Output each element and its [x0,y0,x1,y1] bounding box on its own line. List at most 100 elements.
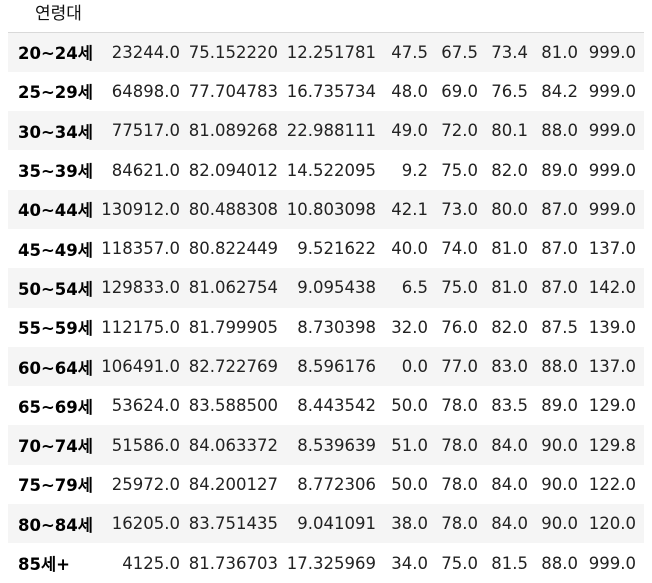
row-index-label: 70~74세 [18,437,93,457]
table-cell: 999.0 [588,160,636,180]
table-row: 85세+ 4125.0 81.736703 17.325969 34.0 75.… [8,543,644,583]
table-cell: 73.0 [441,199,478,219]
table-cell: 53624.0 [111,396,180,416]
table-cell: 73.4 [486,31,536,72]
table-cell: 17.325969 [286,553,376,573]
table-cell: 84621.0 [111,160,180,180]
dataframe-table: 20~24세 23244.0 75.152220 12.251781 47.5 … [8,31,644,583]
table-cell: 80.1 [491,121,528,141]
index-name-header: 연령대 [35,4,82,24]
table-cell: 74.0 [441,239,478,259]
table-cell: 129.0 [588,396,636,416]
table-cell: 142.0 [588,278,636,298]
table-cell: 81.799905 [188,317,278,337]
table-cell: 8.596176 [297,357,376,377]
table-cell: 84.0 [491,435,528,455]
table-cell: 51.0 [391,435,428,455]
table-cell: 80.488308 [188,199,278,219]
table-cell: 32.0 [391,317,428,337]
table-cell: 64898.0 [111,81,180,101]
table-row: 75~79세 25972.0 84.200127 8.772306 50.0 7… [8,464,644,505]
row-index-label: 30~34세 [18,122,93,142]
table-cell: 80.0 [491,199,528,219]
table-cell: 106491.0 [101,357,180,377]
row-index-label: 35~39세 [18,162,93,182]
table-row: 65~69세 53624.0 83.588500 8.443542 50.0 7… [8,386,644,426]
table-cell: 81.0 [491,239,528,259]
table-cell: 999.0 [588,121,636,141]
table-cell: 84.2 [541,81,578,101]
row-index-label: 50~54세 [18,279,93,299]
table-cell: 88.0 [541,357,578,377]
table-cell: 139.0 [588,317,636,337]
table-cell: 118357.0 [101,239,180,259]
table-cell: 81.5 [491,553,528,573]
table-cell: 75.0 [441,160,478,180]
table-cell: 84.0 [491,474,528,494]
table-cell: 129.8 [588,435,636,455]
table-cell: 49.0 [391,121,428,141]
table-cell: 89.0 [541,396,578,416]
table-cell: 8.443542 [297,396,376,416]
table-cell: 137.0 [588,239,636,259]
row-index-label: 40~44세 [18,201,93,221]
table-cell: 81.0 [491,278,528,298]
table-cell: 8.539639 [297,435,376,455]
table-cell: 76.5 [491,81,528,101]
table-cell: 82.722769 [188,357,278,377]
table-cell: 10.803098 [286,199,376,219]
table-cell: 75.0 [441,278,478,298]
table-cell: 8.730398 [297,317,376,337]
table-cell: 120.0 [588,514,636,534]
table-cell: 6.5 [401,278,428,298]
table-cell: 81.089268 [188,121,278,141]
table-cell: 76.0 [441,317,478,337]
table-cell: 50.0 [391,396,428,416]
table-cell: 83.5 [491,396,528,416]
table-cell: 90.0 [541,435,578,455]
table-row: 60~64세 106491.0 82.722769 8.596176 0.0 7… [8,346,644,387]
table-cell: 23244.0 [98,31,188,72]
table-cell: 83.0 [491,357,528,377]
table-cell: 83.588500 [188,396,278,416]
table-cell: 82.0 [491,160,528,180]
table-cell: 51586.0 [111,435,180,455]
table-cell: 84.063372 [188,435,278,455]
table-cell: 88.0 [541,121,578,141]
table-cell: 999.0 [586,31,644,72]
table-row: 35~39세 84621.0 82.094012 14.522095 9.2 7… [8,150,644,190]
table-row: 80~84세 16205.0 83.751435 9.041091 38.0 7… [8,504,644,544]
table-cell: 0.0 [401,357,428,377]
table-cell: 89.0 [541,160,578,180]
row-index-label: 75~79세 [18,476,93,496]
table-cell: 75.0 [441,553,478,573]
table-cell: 81.0 [536,31,586,72]
table-cell: 999.0 [588,199,636,219]
table-cell: 84.0 [491,514,528,534]
table-cell: 81.062754 [188,278,278,298]
table-cell: 87.5 [541,317,578,337]
table-cell: 87.0 [541,199,578,219]
table-cell: 88.0 [541,553,578,573]
table-row: 40~44세 130912.0 80.488308 10.803098 42.1… [8,189,644,229]
table-cell: 9.2 [401,160,428,180]
row-index-label: 80~84세 [18,515,93,535]
row-index-label: 25~29세 [18,83,93,103]
table-cell: 77.0 [441,357,478,377]
table-cell: 77.704783 [188,81,278,101]
table-cell: 137.0 [588,357,636,377]
row-index-label: 20~24세 [8,31,98,72]
table-cell: 50.0 [391,474,428,494]
table-cell: 16.735734 [286,81,376,101]
table-cell: 78.0 [441,474,478,494]
row-index-label: 60~64세 [18,358,93,378]
table-cell: 999.0 [588,81,636,101]
table-cell: 78.0 [441,396,478,416]
table-cell: 22.988111 [286,121,376,141]
table-cell: 78.0 [441,514,478,534]
table-cell: 129833.0 [101,278,180,298]
table-cell: 72.0 [441,121,478,141]
table-cell: 130912.0 [101,199,180,219]
table-cell: 40.0 [391,239,428,259]
table-cell: 77517.0 [111,121,180,141]
